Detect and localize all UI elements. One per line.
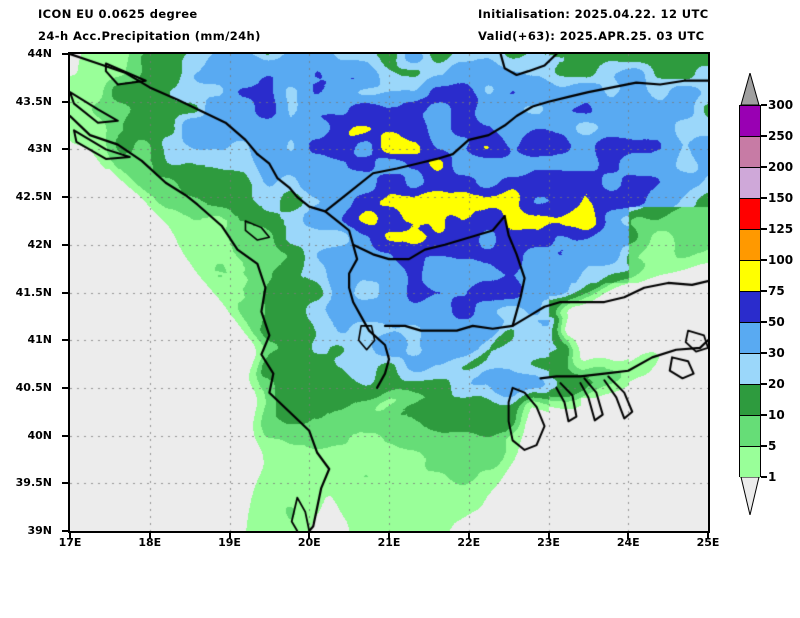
colorbar-band: [740, 199, 760, 230]
colorbar[interactable]: [739, 105, 761, 478]
latitude-tick-label: 44N: [27, 47, 52, 60]
latitude-tick-mark: [62, 482, 68, 485]
colorbar-tick-mark: [761, 352, 767, 354]
colorbar-tick-mark: [761, 197, 767, 199]
colorbar-tick-mark: [761, 166, 767, 168]
colorbar-under-arrow: [740, 477, 760, 515]
longitude-tick-mark: [308, 533, 311, 539]
colorbar-band: [740, 137, 760, 168]
colorbar-tick-label: 150: [768, 191, 794, 205]
precipitation-map[interactable]: [68, 52, 710, 533]
colorbar-tick-mark: [761, 414, 767, 416]
colorbar-band: [740, 168, 760, 199]
colorbar-band: [740, 261, 760, 292]
longitude-tick-label: 23E: [537, 536, 560, 549]
latitude-tick-mark: [62, 386, 68, 389]
latitude-tick-mark: [62, 243, 68, 246]
longitude-tick-mark: [547, 533, 550, 539]
longitude-tick-mark: [388, 533, 390, 539]
colorbar-band: [740, 385, 760, 416]
latitude-tick-mark: [62, 434, 68, 437]
colorbar-tick-label: 75: [768, 284, 785, 298]
colorbar-band: [740, 106, 760, 137]
colorbar-band: [740, 416, 760, 447]
latitude-tick-mark: [62, 291, 68, 294]
colorbar-tick-mark: [761, 104, 767, 106]
header-field-title: 24-h Acc.Precipitation (mm/24h): [38, 29, 261, 43]
longitude-tick-mark: [148, 533, 151, 539]
longitude-tick-label: 18E: [138, 536, 162, 549]
colorbar-band: [740, 447, 760, 478]
latitude-tick-label: 43N: [27, 142, 52, 156]
latitude-tick-label: 39N: [27, 524, 52, 537]
precipitation-raster: [70, 54, 708, 531]
longitude-tick-mark: [69, 533, 71, 539]
latitude-tick-mark: [62, 53, 68, 55]
latitude-tick-mark: [62, 100, 68, 103]
colorbar-tick-label: 10: [768, 408, 785, 422]
longitude-tick-label: 25E: [696, 536, 720, 549]
latitude-tick-label: 40N: [27, 428, 52, 442]
colorbar-tick-label: 125: [768, 222, 794, 236]
latitude-tick-mark: [62, 530, 68, 532]
latitude-tick-label: 42N: [27, 237, 52, 251]
colorbar-tick-label: 30: [768, 346, 785, 360]
longitude-tick-label: 21E: [377, 536, 401, 549]
latitude-tick-mark: [62, 339, 68, 342]
latitude-tick-mark: [62, 148, 68, 151]
colorbar-tick-label: 200: [768, 160, 794, 174]
latitude-tick-label: 43.5N: [15, 94, 52, 108]
latitude-tick-label: 41N: [27, 333, 52, 347]
colorbar-tick-mark: [761, 135, 767, 137]
colorbar-tick-label: 100: [768, 253, 794, 267]
longitude-tick-mark: [707, 533, 709, 539]
colorbar-band: [740, 292, 760, 323]
latitude-tick-mark: [62, 196, 68, 199]
colorbar-tick-mark: [761, 321, 767, 323]
colorbar-band: [740, 354, 760, 385]
latitude-tick-label: 40.5N: [15, 380, 52, 394]
latitude-tick-label: 42.5N: [15, 190, 52, 204]
latitude-tick-label: 41.5N: [15, 285, 52, 299]
header-initialisation: Initialisation: 2025.04.22. 12 UTC: [478, 7, 709, 21]
longitude-tick-mark: [627, 533, 630, 539]
colorbar-tick-mark: [761, 259, 767, 261]
colorbar-over-arrow: [740, 73, 760, 105]
colorbar-tick-label: 1: [768, 470, 777, 484]
colorbar-tick-mark: [761, 290, 767, 292]
colorbar-band: [740, 323, 760, 354]
latitude-tick-label: 39.5N: [15, 476, 52, 490]
longitude-tick-mark: [228, 533, 231, 539]
longitude-tick-label: 22E: [457, 536, 481, 549]
longitude-tick-label: 17E: [58, 536, 82, 549]
header-model-title: ICON EU 0.0625 degree: [38, 7, 198, 21]
longitude-tick-label: 24E: [616, 536, 640, 549]
colorbar-tick-label: 20: [768, 377, 785, 391]
colorbar-tick-mark: [761, 383, 767, 385]
longitude-tick-mark: [467, 533, 470, 539]
colorbar-band: [740, 230, 760, 261]
colorbar-tick-label: 300: [768, 98, 794, 112]
colorbar-tick-label: 5: [768, 439, 777, 453]
longitude-tick-label: 19E: [218, 536, 241, 549]
colorbar-tick-mark: [761, 476, 767, 478]
colorbar-tick-label: 250: [768, 129, 794, 143]
longitude-tick-label: 20E: [297, 536, 321, 549]
colorbar-tick-mark: [761, 228, 767, 230]
header-valid-time: Valid(+63): 2025.APR.25. 03 UTC: [478, 29, 705, 43]
latitude-axis: 39N 39.5N 40N 40.5N 41N 41.5N 42N 42.5N 43N 43.5N…: [0, 0, 68, 618]
colorbar-tick-mark: [761, 445, 767, 447]
colorbar-tick-label: 50: [768, 315, 785, 329]
